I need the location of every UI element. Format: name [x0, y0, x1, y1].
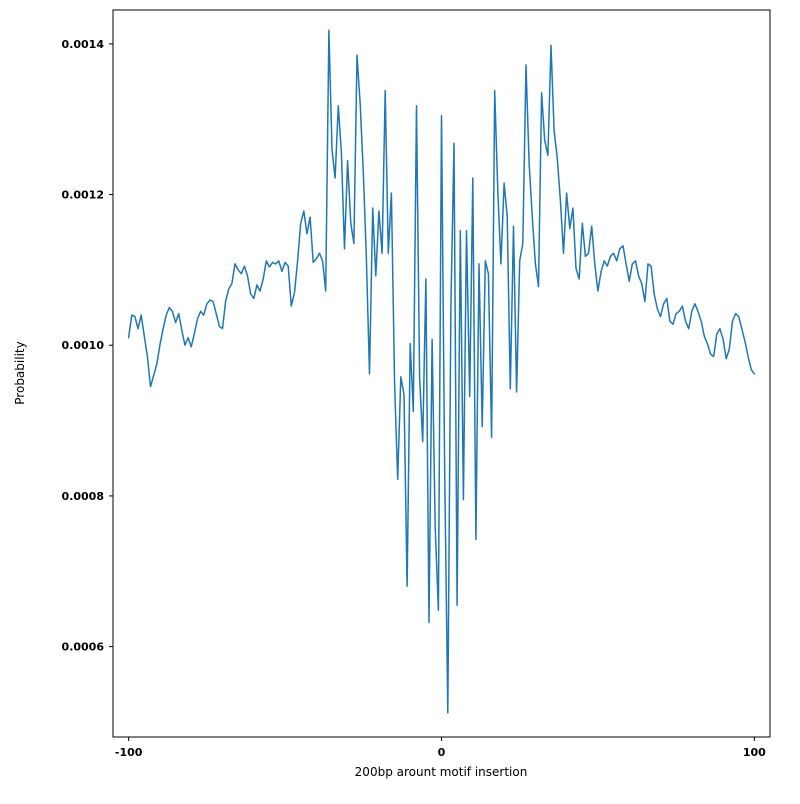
y-tick-label: 0.0008: [62, 490, 104, 503]
y-tick-label: 0.0012: [62, 189, 104, 202]
x-tick-label: 0: [438, 746, 446, 759]
y-tick-label: 0.0006: [62, 641, 105, 654]
x-tick-label: 100: [743, 746, 766, 759]
y-tick-label: 0.0010: [62, 339, 105, 352]
x-tick-label: -100: [115, 746, 143, 759]
x-ticks: -100 0 100: [115, 737, 766, 759]
axes-frame: [112, 9, 771, 738]
x-axis-label: 200bp arount motif insertion: [355, 765, 528, 779]
y-axis-label: Probability: [13, 341, 27, 404]
data-line: [127, 29, 756, 714]
y-ticks: 0.0006 0.0008 0.0010 0.0012 0.0014: [62, 38, 113, 654]
y-tick-label: 0.0014: [62, 38, 105, 51]
